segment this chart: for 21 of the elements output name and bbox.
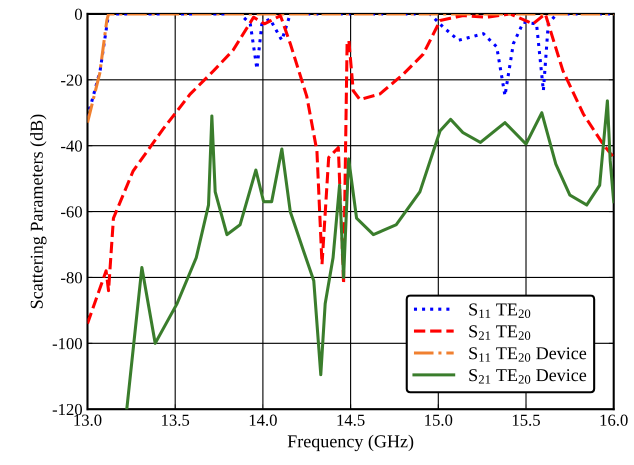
y-axis-title: Scattering Parameters (dB) — [30, 114, 47, 308]
x-axis-title: Frequency (GHz) — [288, 434, 414, 452]
y-tick-label: -100 — [52, 338, 82, 350]
x-tick-label: 15.5 — [512, 414, 540, 426]
x-tick-label: 14.5 — [337, 414, 365, 426]
legend-label: S$_{21}$ TE$_{20}$ — [469, 325, 530, 340]
y-tick-label: -80 — [61, 272, 82, 284]
x-tick-label: 13.5 — [162, 414, 190, 426]
y-tick-label: -60 — [61, 206, 82, 218]
x-tick-label: 13.0 — [74, 414, 102, 426]
y-tick-label: -40 — [61, 140, 82, 152]
x-tick-label: 15.0 — [425, 414, 452, 426]
y-tick-label: 0 — [74, 8, 82, 20]
y-tick-label: -120 — [52, 404, 82, 416]
line-series — [125, 99, 614, 410]
legend-label: S$_{11}$ TE$_{20}$ — [469, 303, 530, 318]
legend-label: S$_{11}$ TE$_{20}$ Device — [469, 347, 586, 362]
x-tick-label: 16.0 — [600, 414, 628, 426]
y-tick-label: -20 — [61, 74, 82, 86]
legend-label: S$_{21}$ TE$_{20}$ Device — [469, 369, 586, 384]
x-tick-label: 14.0 — [250, 414, 277, 426]
